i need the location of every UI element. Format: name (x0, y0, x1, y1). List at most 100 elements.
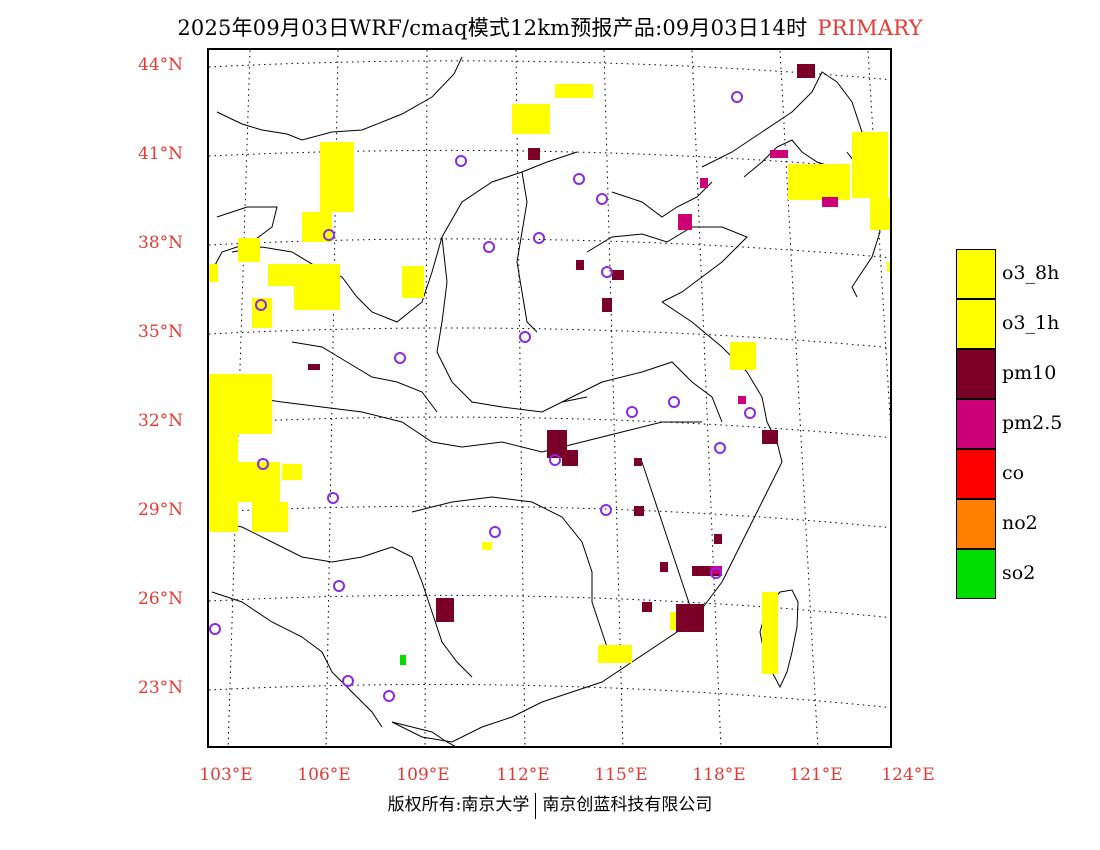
o3-cell (512, 104, 550, 134)
o3-cell (555, 84, 593, 98)
graticule-latitudes (209, 60, 890, 709)
legend-label-pm25: pm2.5 (1002, 412, 1063, 434)
pm10-cell (612, 270, 624, 280)
pm10-cell (797, 64, 815, 78)
legend-label-o3-1h: o3_1h (1002, 312, 1060, 334)
station-marker (519, 331, 531, 343)
pm25-cell (678, 214, 692, 230)
o3-cell (252, 298, 272, 328)
station-marker (342, 675, 354, 687)
pm10-cell (436, 598, 454, 622)
graticule-lon-112 (515, 50, 526, 746)
so2-cells (400, 655, 406, 665)
copyright-divider (535, 792, 537, 819)
pm10-cell (634, 506, 644, 516)
pm10-cell (602, 298, 612, 312)
o3-cell (598, 645, 632, 663)
boundary-bohai (611, 181, 713, 218)
pm10-cell (642, 602, 652, 612)
graticule-lat-26 (209, 594, 890, 619)
o3-cell (320, 142, 354, 212)
station-marker (255, 299, 267, 311)
legend-swatch-so2 (956, 549, 996, 599)
station-marker (731, 91, 743, 103)
lat-label-26: 26°N (138, 589, 184, 609)
o3-cell (294, 264, 340, 310)
legend-swatch-o3-8h (956, 249, 996, 299)
o3-cell (482, 542, 492, 550)
legend-label-o3-8h: o3_8h (1002, 262, 1060, 284)
station-marker (455, 155, 467, 167)
station-marker (533, 232, 545, 244)
pm10-cells (308, 64, 815, 632)
station-marker (596, 193, 608, 205)
legend-label-no2: no2 (1002, 512, 1038, 534)
station-marker (257, 458, 269, 470)
title-text: 2025年09月03日WRF/cmaq模式12km预报产品:09月03日14时 (177, 16, 808, 40)
graticule-lon-103 (227, 50, 251, 746)
o3-cell (238, 238, 260, 262)
pm25-cell (738, 396, 746, 404)
pm25-cell (770, 150, 788, 158)
lat-label-32: 32°N (138, 411, 184, 431)
o3-cell (852, 132, 888, 198)
legend-swatch-o3-1h (956, 299, 996, 349)
station-marker (668, 396, 680, 408)
station-marker (327, 492, 339, 504)
boundary-hubei-anhui (561, 361, 723, 423)
o3-cell (730, 342, 756, 370)
pm10-cell (308, 364, 320, 370)
boundary-taiwan (759, 589, 799, 689)
boundary-shanxi-hebei (516, 171, 538, 333)
station-marker (601, 266, 613, 278)
pm25-cell (822, 197, 838, 207)
graticule-lon-121 (779, 50, 819, 746)
graticule-lat-44 (209, 60, 890, 81)
lat-label-35: 35°N (138, 322, 184, 342)
pm10-cell (676, 604, 704, 632)
legend-swatch-co (956, 449, 996, 499)
pm10-cell (634, 458, 642, 466)
o3-cell (209, 374, 272, 434)
o3-cell (762, 592, 778, 674)
graticule-lat-29 (209, 505, 890, 529)
graticule-lon-115 (603, 50, 624, 746)
graticule-lon-109 (424, 50, 428, 746)
so2-cell (400, 655, 406, 665)
legend-swatch-pm25 (956, 399, 996, 449)
lon-label-121: 121°E (789, 765, 843, 785)
lat-label-38: 38°N (138, 233, 184, 253)
boundary-southwest (216, 521, 473, 678)
legend-swatch-no2 (956, 499, 996, 549)
boundary-north-border (216, 56, 463, 141)
legend-swatch-pm10 (956, 349, 996, 399)
boundary-south-coast (391, 621, 693, 743)
pm10-cell (562, 450, 578, 466)
pm10-cell (576, 260, 584, 270)
lat-label-44: 44°N (138, 55, 184, 75)
boundary-central-south (411, 496, 613, 663)
pm10-cell (714, 534, 722, 544)
boundary-hainan-coast (391, 721, 456, 746)
station-marker (600, 504, 612, 516)
o3-cell (402, 266, 424, 298)
legend-label-pm10: pm10 (1002, 362, 1057, 384)
lon-label-124: 124°E (881, 765, 935, 785)
legend-label-co: co (1002, 462, 1025, 484)
boundary-northwest (231, 151, 578, 323)
station-marker (209, 623, 221, 635)
station-marker (714, 442, 726, 454)
pm10-cell (660, 562, 668, 572)
boundary-northeast-coast (743, 139, 833, 178)
o3-cell (252, 502, 288, 532)
lon-label-106: 106°E (297, 765, 351, 785)
boundary-central-vertical (436, 236, 588, 413)
station-marker (744, 407, 756, 419)
station-marker (383, 690, 395, 702)
graticule-lon-118 (691, 50, 722, 746)
o3-cell (870, 198, 890, 230)
boundaries (211, 56, 881, 746)
o3-cells (209, 84, 890, 674)
boundary-shandong (586, 226, 748, 303)
boundary-yangtze-belt (246, 396, 702, 453)
